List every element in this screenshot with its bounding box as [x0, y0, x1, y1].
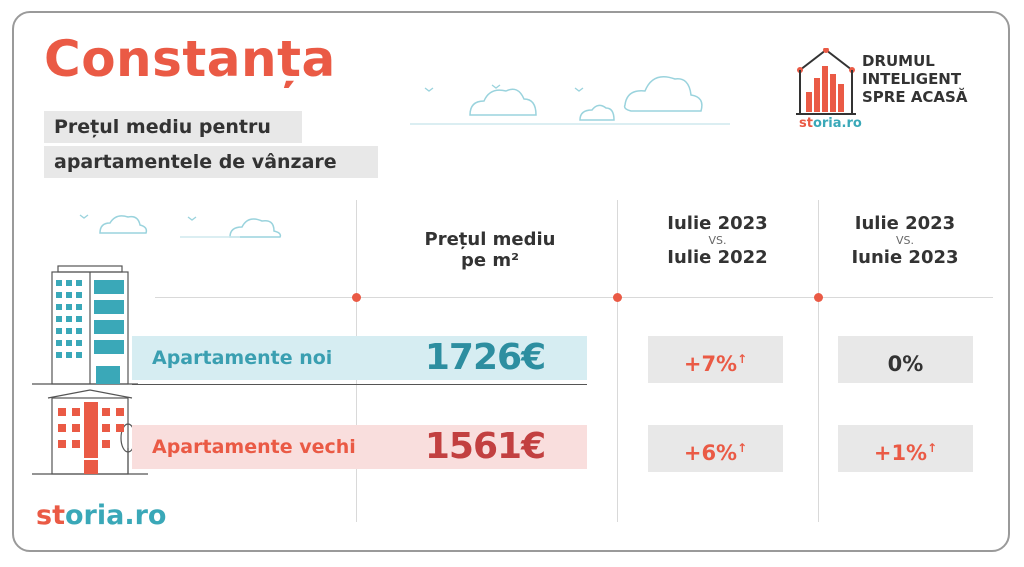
badge-slogan: DRUMUL INTELIGENT SPRE ACASĂ — [862, 52, 968, 106]
column-header-yoy: Iulie 2023 VS. Iulie 2022 — [667, 213, 768, 268]
buildings-illustration-icon — [32, 265, 148, 475]
storia-logo: storia.ro — [36, 500, 167, 531]
divider-dot — [352, 293, 361, 302]
price-new-apartments: 1726€ — [424, 337, 546, 378]
up-arrow-icon: ↑ — [737, 441, 748, 455]
column-divider — [818, 200, 819, 522]
mom-change-old: +1%↑ — [838, 425, 973, 472]
row-band-old — [132, 425, 587, 469]
column-header-mom: Iulie 2023 VS. Iunie 2023 — [851, 213, 959, 268]
up-arrow-icon: ↑ — [927, 441, 938, 455]
divider-dot — [613, 293, 622, 302]
divider-dot — [814, 293, 823, 302]
house-bars-logo-icon — [796, 48, 856, 115]
subtitle-line-1: Prețul mediu pentru — [44, 111, 302, 143]
up-arrow-icon: ↑ — [737, 352, 748, 366]
clouds-decoration-2 — [79, 214, 282, 238]
price-old-apartments: 1561€ — [424, 426, 546, 467]
clouds-decoration — [410, 76, 730, 125]
subtitle-line-2: apartamentele de vânzare — [44, 146, 378, 178]
mom-change-new: 0% — [838, 336, 973, 383]
row-label-new-apartments: Apartamente noi — [152, 347, 333, 369]
column-header-price: Prețul mediu pe m² — [424, 229, 556, 271]
row-baseline — [132, 384, 587, 385]
yoy-change-old: +6%↑ — [648, 425, 783, 472]
badge-brand-logo: storia.ro — [799, 116, 862, 131]
header-divider — [155, 297, 993, 298]
column-divider — [617, 200, 618, 522]
row-label-old-apartments: Apartamente vechi — [152, 436, 356, 458]
row-band-new — [132, 336, 587, 380]
yoy-change-new: +7%↑ — [648, 336, 783, 383]
page-title: Constanța — [44, 30, 336, 88]
